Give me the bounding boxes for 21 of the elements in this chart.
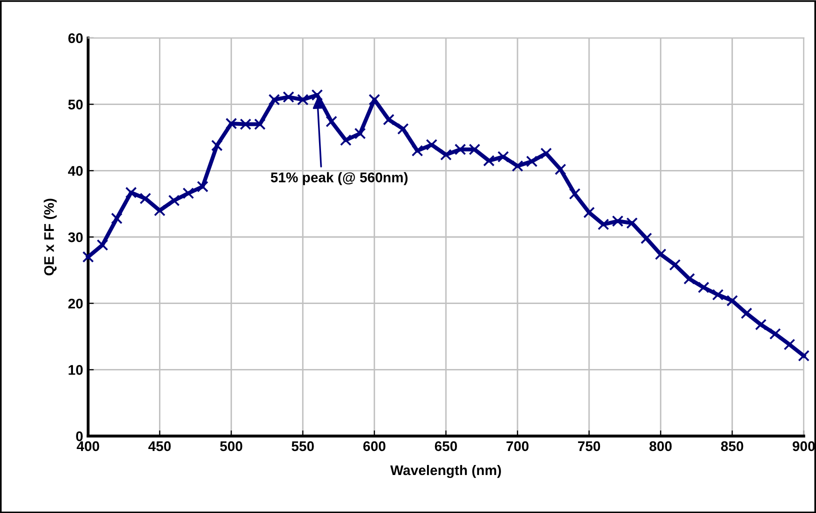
y-axis-title: QE x FF (%)	[44, 198, 57, 276]
x-tick-label: 850	[721, 441, 744, 452]
x-tick-label: 650	[434, 441, 457, 452]
x-tick-label: 500	[220, 441, 242, 452]
x-tick-label: 450	[148, 441, 171, 452]
x-tick-label: 700	[506, 441, 529, 452]
x-tick-label: 800	[649, 441, 672, 452]
y-tick-label: 0	[76, 431, 83, 442]
x-tick-label: 900	[792, 441, 815, 452]
annotation: 51% peak (@ 560nm)	[270, 172, 408, 186]
y-tick-label: 20	[68, 298, 83, 309]
x-tick-label: 400	[76, 441, 100, 452]
y-tick-label: 10	[68, 365, 83, 375]
x-tick-label: 600	[363, 441, 386, 452]
y-tick-label: 50	[68, 100, 83, 110]
y-tick-label: 60	[68, 33, 83, 44]
y-tick-label: 40	[68, 166, 83, 176]
x-axis-title: Wavelength (nm)	[390, 464, 501, 478]
x-tick-label: 550	[292, 441, 314, 452]
x-tick-label: 750	[578, 441, 600, 452]
y-tick-label: 30	[68, 232, 83, 242]
